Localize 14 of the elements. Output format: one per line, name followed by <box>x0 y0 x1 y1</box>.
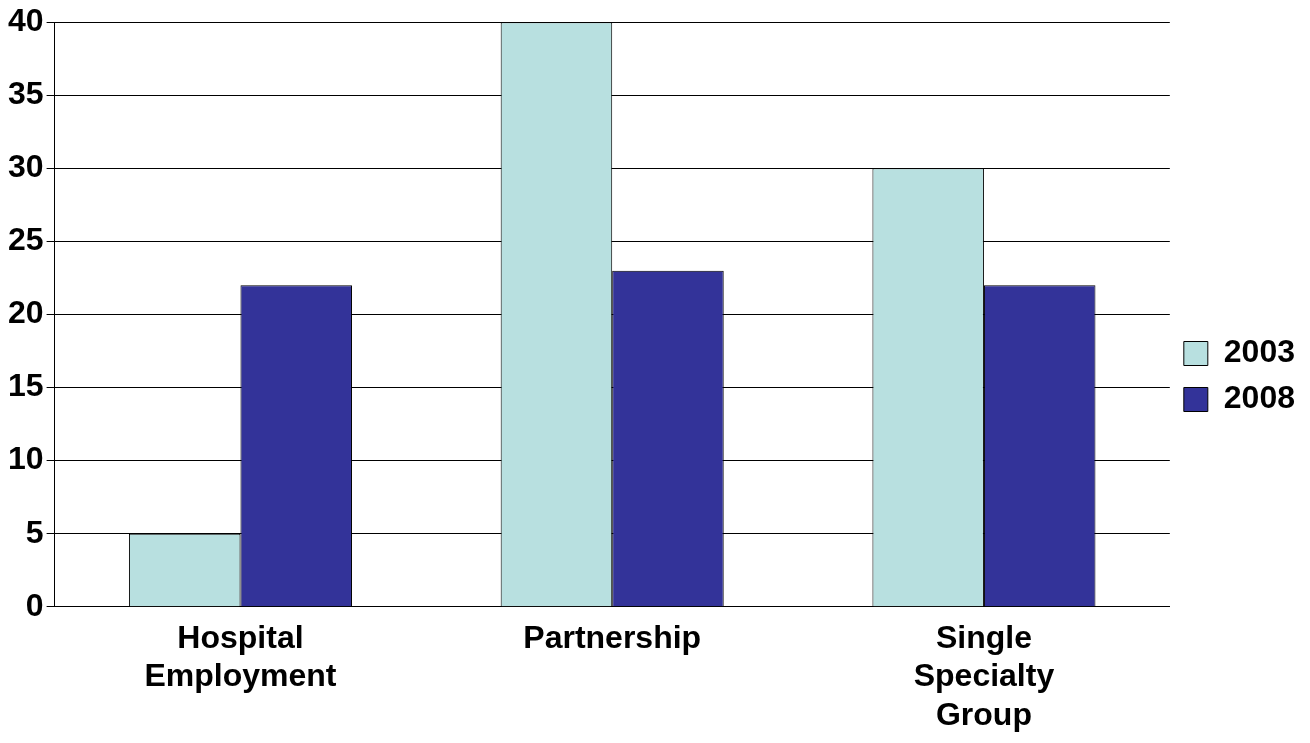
y-tick-label: 30 <box>8 148 44 185</box>
y-tick-label: 20 <box>8 294 44 331</box>
y-tick-label: 10 <box>8 440 44 477</box>
legend-label: 2003 <box>1223 333 1295 370</box>
y-tick-label: 5 <box>25 513 44 550</box>
y-tick-label: 15 <box>8 367 44 404</box>
y-tick-label: 40 <box>8 2 44 39</box>
y-tick-label: 25 <box>8 221 44 258</box>
legend-label: 2008 <box>1223 379 1295 416</box>
y-tick-label: 35 <box>8 75 44 112</box>
y-tick-label: 0 <box>25 586 44 623</box>
x-tick-label: Hospital Employment <box>144 618 337 694</box>
x-tick-label: Partnership <box>523 618 702 655</box>
x-tick-label: Single Specialty Group <box>913 618 1055 732</box>
